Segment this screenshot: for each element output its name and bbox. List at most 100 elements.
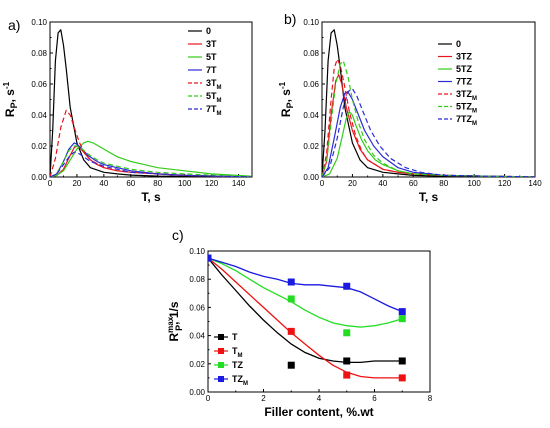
b-legend-item-label-sub: M (472, 121, 477, 127)
c-legend-item-swatch-marker (218, 376, 224, 382)
c-y-axis-title-main: R (167, 333, 181, 342)
a-x-tick-label: 120 (205, 179, 219, 188)
c-legend-item-label: T (232, 332, 238, 342)
b-y-tick-label: 0.10 (303, 18, 319, 27)
c-series-t-point (398, 357, 406, 365)
a-x-tick-label: 60 (126, 179, 135, 188)
a-y-axis-title-suffix: , s (3, 89, 17, 103)
c-series-t-fit-line (208, 257, 403, 364)
a-plot-frame (49, 21, 253, 178)
b-series-0-line (322, 29, 535, 177)
b-legend-item-label-main: 3TZ (456, 89, 473, 99)
a-series-5t-line (50, 140, 252, 177)
a-y-axis-title-sup: -1 (2, 81, 11, 89)
c-series-t-m-point (287, 327, 295, 335)
c-series-tz-point (287, 295, 295, 303)
c-series-tz-point (398, 315, 406, 323)
c-series-tz-m-fit-line (208, 257, 403, 313)
a-y-tick-label: 0.04 (31, 111, 47, 120)
b-legend-item-label: 7TZM (456, 114, 477, 127)
c-series-tz-m-point (343, 282, 351, 290)
c-x-tick-label: 2 (261, 394, 266, 403)
c-series-t-point (343, 357, 351, 365)
c-y-axis-title-sub: P (174, 325, 184, 331)
c-series-tz-m-point (398, 308, 406, 316)
a-legend-item-label-main: 5T (206, 91, 217, 101)
c-y-tick-label: 0.02 (189, 360, 205, 369)
c-series-tz-fit-line (208, 257, 403, 328)
b-series-3tz-line (322, 74, 535, 177)
c-y-tick-label: 0.06 (189, 303, 205, 312)
b-legend-item-label: 3TZM (456, 89, 477, 102)
a-legend-item-label: 3T (206, 39, 217, 49)
b-legend-item-label-main: 5TZ (456, 102, 473, 112)
a-x-axis-title: T, s (141, 190, 161, 204)
a-legend-item-label: 0 (206, 26, 211, 36)
b-series-5tz-line (322, 111, 535, 177)
b-legend-item-label: 5TZ (456, 64, 473, 74)
a-y-tick-label: 0.10 (31, 18, 47, 27)
panel-a: a) 0 20 40 60 80 100 120 140 0.00 0.02 0.04 0.06 0.08… (2, 17, 253, 204)
a-legend-item-label: 5TM (206, 91, 222, 104)
c-plot-area (208, 254, 406, 382)
a-x-tick-label: 0 (48, 179, 53, 188)
b-series-7tz-line (322, 91, 535, 177)
b-y-tick-label: 0.02 (303, 142, 319, 151)
a-legend-item-label-sub: M (217, 111, 222, 117)
b-x-tick-label: 100 (467, 179, 481, 188)
c-series-t-m-point (343, 371, 351, 379)
b-plot-area (322, 29, 535, 177)
c-legend-item-swatch-marker (218, 362, 224, 368)
c-plot-frame (207, 250, 431, 393)
a-x-tick-label: 140 (232, 179, 246, 188)
a-legend-item-label-sub: M (217, 85, 222, 91)
b-plot-frame (321, 21, 536, 178)
c-y-axis-title-suffix: , 1/s (167, 301, 181, 325)
panel-b: b) 0 20 40 60 80 100 120 140 0.00 0.02 0.04 0.06 0.08… (278, 11, 542, 204)
a-legend-item-label-sub: M (217, 98, 222, 104)
a-legend-item-label-main: 3T (206, 78, 217, 88)
b-legend-item-label: 5TZM (456, 102, 477, 115)
c-series-tz-m-point (208, 254, 212, 262)
b-legend-item-label-sub: M (472, 109, 477, 115)
a-y-tick-label: 0.02 (31, 142, 47, 151)
b-x-axis-title: T, s (419, 190, 439, 204)
a-x-tick-label: 40 (99, 179, 108, 188)
c-legend-item-label-sub: M (243, 381, 248, 387)
a-x-tick-label: 20 (72, 179, 81, 188)
b-x-tick-label: 80 (439, 179, 448, 188)
a-y-tick-label: 0.06 (31, 80, 47, 89)
a-x-tick-label: 100 (178, 179, 192, 188)
c-series-t-m-fit-line (208, 257, 403, 379)
b-y-axis-title-suffix: , s (279, 89, 293, 103)
b-legend-item-label: 0 (456, 39, 461, 49)
b-x-tick-label: 40 (378, 179, 387, 188)
a-y-axis-title-main: R (3, 108, 17, 117)
a-plot-area (50, 29, 252, 177)
b-legend-item-label-sub: M (472, 96, 477, 102)
c-x-tick-label: 6 (372, 394, 377, 403)
c-legend-item-label: TZ (232, 360, 243, 370)
b-legend-item-label: 7TZ (456, 77, 473, 87)
a-x-tick-label: 80 (153, 179, 162, 188)
b-y-axis-title: RP, s-1 (278, 81, 295, 117)
a-legend-item-label: 5T (206, 52, 217, 62)
b-x-tick-label: 0 (320, 179, 325, 188)
a-series-7t-m-line (50, 151, 252, 177)
a-legend-item-label: 7TM (206, 104, 222, 117)
c-x-axis-title: Filler content, %.wt (264, 405, 373, 419)
a-series-0-line (50, 29, 252, 177)
b-legend-item-label: 3TZ (456, 52, 473, 62)
a-series-3t-m-line (50, 109, 252, 177)
b-y-tick-label: 0.06 (303, 80, 319, 89)
c-legend-item-swatch-marker (218, 348, 224, 354)
panel-c: c) 0 2 4 6 8 0.00 0.02 0.04 0.06 0.08 0.10 Filler co… (166, 227, 433, 419)
c-y-tick-label: 0.10 (189, 247, 205, 256)
c-series-tz-m-point (287, 278, 295, 286)
c-series-t-m-point (398, 374, 406, 382)
b-x-tick-label: 120 (498, 179, 512, 188)
c-legend-item-label-main: T (232, 346, 238, 356)
c-y-tick-label: 0.04 (189, 332, 205, 341)
